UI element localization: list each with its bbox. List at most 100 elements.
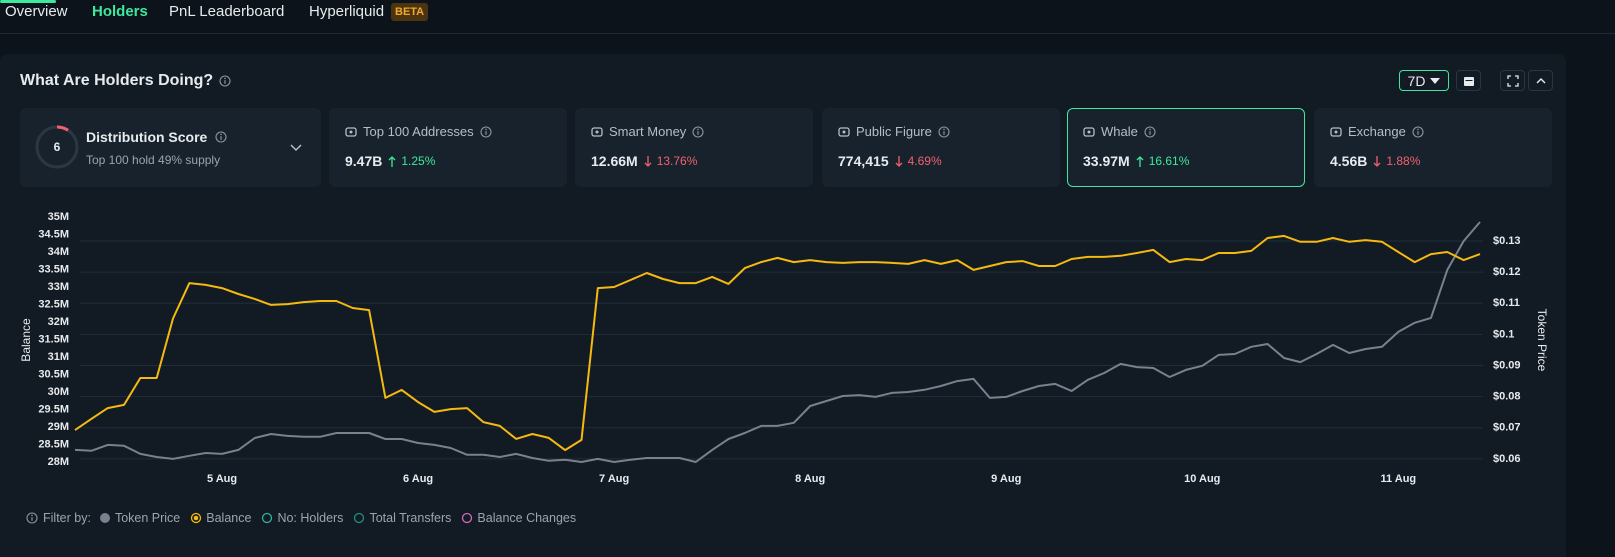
x-tick-label: 7 Aug xyxy=(599,473,629,485)
collapse-button-icon xyxy=(1536,77,1545,83)
metric-label: Public Figure xyxy=(838,124,950,139)
y-tick-label: 29M xyxy=(48,421,69,433)
fullscreen-button-icon xyxy=(1506,74,1519,87)
y-tick-label: 31M xyxy=(48,351,69,363)
change-arrow xyxy=(644,155,652,167)
nav-tab[interactable]: Holders xyxy=(92,3,148,20)
score-value: 6 xyxy=(53,140,61,154)
nav-tab[interactable]: PnL Leaderboard xyxy=(169,3,285,20)
fullscreen-button[interactable] xyxy=(1500,70,1525,91)
metric-change: 16.61% xyxy=(1148,154,1190,168)
y-axis-title: Balance xyxy=(19,318,33,362)
collapse-button[interactable] xyxy=(1528,70,1553,91)
legend-marker xyxy=(262,512,273,524)
metric-label-text: Whale xyxy=(1101,124,1138,139)
metric-card[interactable]: Public Figure 774,415 4.69% xyxy=(822,108,1060,187)
metric-value-row: 12.66M 13.76% xyxy=(591,153,697,169)
y-tick-label: 30M xyxy=(48,386,69,398)
calendar-button-icon xyxy=(1463,76,1474,86)
metric-card[interactable]: Exchange 4.56B 1.88% xyxy=(1314,108,1552,187)
metric-icon xyxy=(1083,126,1095,137)
active-tab-underline xyxy=(0,0,56,3)
legend-item[interactable]: No: Holders xyxy=(261,511,343,525)
info-icon xyxy=(219,75,231,87)
y-tick-label: 32.5M xyxy=(38,298,69,310)
metric-value: 4.56B xyxy=(1330,153,1368,169)
distribution-label-text: Distribution Score xyxy=(86,129,208,145)
y2-tick-label: $0.06 xyxy=(1493,453,1521,465)
legend-title: Filter by: xyxy=(43,511,91,525)
change-arrow xyxy=(895,155,903,167)
legend-item[interactable]: Total Transfers xyxy=(353,511,451,525)
legend-item[interactable]: Token Price xyxy=(99,511,180,525)
legend-marker xyxy=(354,512,365,524)
y2-tick-label: $0.07 xyxy=(1493,422,1521,434)
legend-item[interactable]: Balance xyxy=(190,511,251,525)
x-tick-label: 9 Aug xyxy=(991,473,1021,485)
legend-label: Balance Changes xyxy=(477,511,577,525)
nav-tab[interactable]: Overview xyxy=(5,3,68,20)
distribution-summary: Top 100 hold 49% supply xyxy=(86,153,221,167)
metric-change: 4.69% xyxy=(907,154,942,168)
metric-value-row: 33.97M 16.61% xyxy=(1083,153,1189,169)
chevron-icon xyxy=(290,144,302,152)
y2-tick-label: $0.09 xyxy=(1493,359,1521,371)
metric-change: 1.88% xyxy=(1386,154,1421,168)
legend-label: Total Transfers xyxy=(369,511,452,525)
legend-marker xyxy=(462,512,473,524)
metric-value-row: 9.47B 1.25% xyxy=(345,153,435,169)
metric-card[interactable]: Whale 33.97M 16.61% xyxy=(1067,108,1305,187)
legend-marker xyxy=(99,513,110,523)
metric-icon xyxy=(838,126,850,137)
range-dropdown[interactable]: 7D xyxy=(1399,70,1449,91)
distribution-label: Distribution Score xyxy=(86,129,227,145)
y-tick-label: 28.5M xyxy=(38,438,69,450)
metric-value: 33.97M xyxy=(1083,153,1130,169)
metric-label-text: Exchange xyxy=(1348,124,1406,139)
x-tick-label: 10 Aug xyxy=(1184,473,1220,485)
legend-marker xyxy=(191,512,202,524)
change-arrow xyxy=(388,155,396,167)
series-line xyxy=(74,234,1481,452)
metric-change: 13.76% xyxy=(656,154,698,168)
series-line xyxy=(74,221,1481,463)
metric-value: 12.66M xyxy=(591,153,638,169)
info-icon xyxy=(692,125,704,138)
metric-card[interactable]: Smart Money 12.66M 13.76% xyxy=(575,108,813,187)
y-tick-label: 34.5M xyxy=(38,228,69,240)
legend-label: Balance xyxy=(206,511,252,525)
y-tick-label: 35M xyxy=(48,211,69,223)
metric-card[interactable]: Top 100 Addresses 9.47B 1.25% xyxy=(329,108,567,187)
y2-tick-label: $0.12 xyxy=(1493,266,1521,278)
y2-axis-title: Token Price xyxy=(1535,309,1549,372)
metric-value-row: 4.56B 1.88% xyxy=(1330,153,1420,169)
nav-tab[interactable]: Hyperliquid xyxy=(309,3,385,20)
y2-tick-label: $0.08 xyxy=(1493,391,1521,403)
info-icon xyxy=(26,512,38,524)
caret-icon xyxy=(1430,77,1441,84)
metric-change: 1.25% xyxy=(401,154,436,168)
y2-tick-label: $0.13 xyxy=(1493,235,1521,247)
metric-label: Whale xyxy=(1083,124,1156,139)
y-tick-label: 33M xyxy=(48,281,69,293)
x-tick-label: 5 Aug xyxy=(207,473,237,485)
legend-label: No: Holders xyxy=(277,511,344,525)
metric-value: 774,415 xyxy=(838,153,889,169)
legend-item[interactable]: Balance Changes xyxy=(461,511,576,525)
y2-tick-label: $0.1 xyxy=(1493,328,1514,340)
metric-icon xyxy=(591,126,603,137)
distribution-card[interactable]: 6 Distribution Score Top 100 hold 49% supp… xyxy=(20,108,321,187)
legend: Filter by: Token Price Balance No: Holders T… xyxy=(26,510,586,526)
y-tick-label: 32M xyxy=(48,316,69,328)
change-arrow xyxy=(1373,155,1381,167)
metric-label-text: Smart Money xyxy=(609,124,687,139)
calendar-button[interactable] xyxy=(1456,70,1481,91)
metric-value: 9.47B xyxy=(345,153,383,169)
metric-icon xyxy=(1330,126,1342,137)
beta-badge: BETA xyxy=(391,3,429,21)
x-tick-label: 11 Aug xyxy=(1380,473,1416,485)
metric-value-row: 774,415 4.69% xyxy=(838,153,942,169)
score-ring xyxy=(35,125,79,169)
